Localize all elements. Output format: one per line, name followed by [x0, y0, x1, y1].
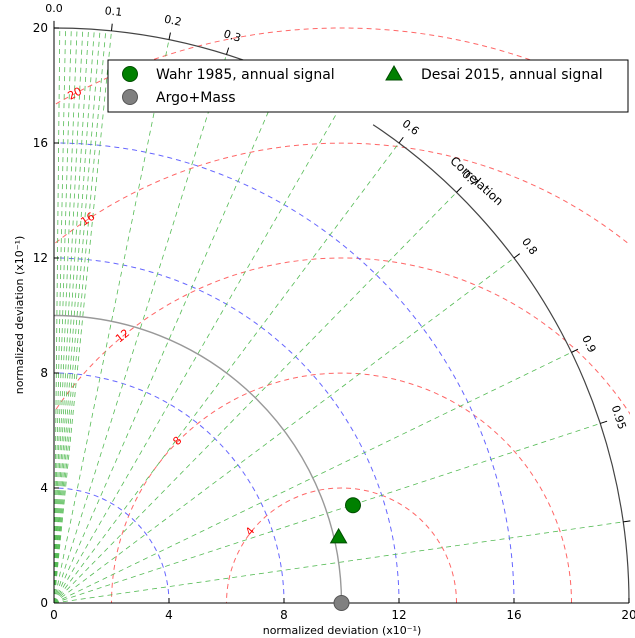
legend-label-wahr: Wahr 1985, annual signal	[156, 67, 335, 83]
rms-circle-16	[54, 142, 630, 246]
y-tick-label: 16	[33, 136, 48, 150]
markers-layer	[329, 497, 361, 611]
correlation-line	[54, 30, 107, 604]
y-axis-label: normalized deviation (x10⁻¹)	[13, 236, 26, 395]
rms-circle-8	[111, 372, 572, 604]
correlation-line	[54, 521, 624, 604]
correlation-tick	[398, 136, 404, 144]
std-circle-8	[54, 372, 285, 604]
correlation-tick-label: 0.1	[104, 4, 123, 19]
legend-label-desai: Desai 2015, annual signal	[421, 67, 603, 83]
legend-label-argo: Argo+Mass	[156, 90, 236, 106]
x-tick-label: 4	[165, 608, 173, 622]
rms-circle-12	[54, 257, 630, 415]
reference-std-arc	[53, 314, 343, 604]
correlation-tick-label: 0.8	[519, 235, 540, 257]
rms-circle-4	[226, 487, 457, 604]
correlation-line	[54, 28, 72, 604]
std-circle-12	[54, 257, 400, 604]
correlation-line	[54, 257, 515, 604]
std-circle-4	[54, 487, 170, 604]
marker-wahr-1985-annual-signal	[345, 497, 361, 514]
x-tick-label: 16	[506, 608, 521, 622]
std-circle-16	[54, 142, 515, 604]
correlation-tick-label: 0.0	[45, 2, 63, 15]
y-tick-label: 8	[40, 366, 48, 380]
rms-circle-label: 20	[66, 85, 84, 103]
x-tick-label: 0	[50, 608, 58, 622]
correlation-line	[54, 54, 227, 604]
correlation-line	[54, 28, 84, 604]
correlation-tick	[456, 186, 462, 193]
correlation-line	[54, 192, 457, 604]
rms-circle-label: 4	[243, 525, 257, 539]
correlation-tick-label: 0.2	[163, 13, 183, 29]
y-tick-label: 20	[33, 21, 48, 35]
marker-desai-2015-annual-signal	[329, 527, 348, 544]
legend-marker-desai	[385, 64, 403, 81]
correlation-arc	[372, 124, 630, 604]
correlation-line	[54, 28, 66, 604]
legend-marker-wahr	[122, 66, 138, 82]
correlation-tick-label: 0.3	[222, 27, 243, 45]
correlation-line	[54, 29, 95, 604]
correlation-line	[54, 28, 78, 604]
legend-box	[107, 59, 629, 113]
correlation-arc-top	[53, 27, 244, 61]
correlation-line	[54, 39, 170, 604]
correlation-tick-label: 0.9	[579, 333, 598, 354]
correlation-tick	[623, 520, 631, 523]
correlation-tick	[168, 32, 171, 40]
correlation-tick	[111, 23, 113, 31]
y-tick-label: 0	[40, 596, 48, 610]
y-tick-label: 4	[40, 481, 48, 495]
correlation-line	[54, 352, 572, 604]
rms-circle-20	[54, 27, 630, 107]
correlation-tick-label: 0.6	[400, 117, 422, 138]
correlation-axis-label: Correlation	[447, 154, 506, 209]
rms-circle-label: 8	[170, 434, 184, 448]
correlation-tick	[513, 253, 521, 259]
x-tick-label: 8	[280, 608, 288, 622]
correlation-tick	[226, 47, 230, 55]
y-tick-label: 12	[33, 251, 48, 265]
correlation-line	[54, 104, 342, 604]
correlation-tick	[571, 348, 579, 353]
correlation-line	[54, 423, 601, 604]
correlation-line	[54, 142, 400, 604]
x-axis-label: normalized deviation (x10⁻¹)	[263, 624, 422, 637]
rms-circle-label: 16	[78, 210, 97, 229]
grid-layer	[54, 27, 630, 604]
marker-argo-mass	[333, 595, 350, 611]
correlation-line	[54, 29, 101, 604]
x-tick-label: 20	[621, 608, 635, 622]
correlation-line	[54, 28, 61, 604]
x-tick-label: 12	[391, 608, 406, 622]
legend-marker-argo	[122, 89, 138, 105]
correlation-line	[54, 30, 112, 604]
correlation-line	[54, 29, 89, 604]
correlation-line	[54, 75, 285, 604]
legend: Wahr 1985, annual signal Desai 2015, ann…	[107, 59, 629, 113]
correlation-tick	[600, 420, 608, 424]
